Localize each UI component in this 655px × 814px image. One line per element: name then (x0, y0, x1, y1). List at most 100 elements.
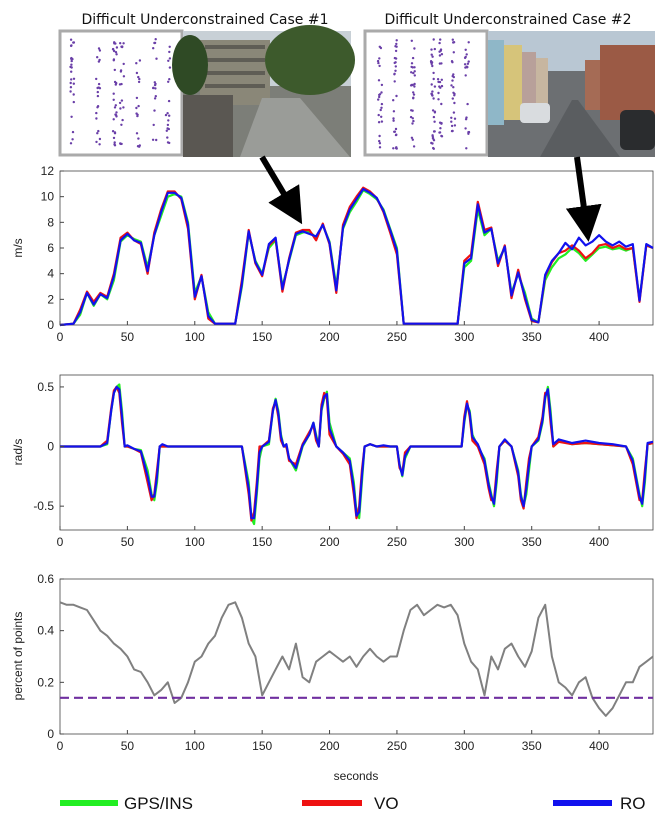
y-tick-label: 6 (47, 241, 54, 255)
scatter-point (394, 127, 398, 131)
scatter-point (377, 98, 380, 101)
scatter-point (155, 138, 158, 142)
scatter-point (376, 59, 380, 63)
scatter-point (411, 56, 415, 60)
scatter-point (395, 146, 398, 149)
scatter-point (72, 93, 75, 96)
scatter-point (168, 78, 171, 81)
scatter-point (122, 62, 125, 66)
scatter-point (115, 53, 118, 56)
scatter-point (70, 66, 73, 69)
scatter-point (152, 86, 155, 90)
scatter-point (464, 48, 467, 51)
scatter-point (378, 57, 381, 60)
scatter-point (138, 77, 141, 81)
scatter-point (69, 44, 73, 48)
scatter-point (378, 45, 381, 48)
scatter-point (95, 140, 98, 144)
scatter-point (439, 127, 442, 130)
legend-label-gps: GPS/INS (124, 794, 193, 813)
scatter-point (135, 96, 139, 100)
scatter-point (69, 86, 73, 89)
scatter-point (439, 48, 443, 51)
scatter-point (451, 97, 454, 100)
scatter-point (69, 142, 73, 145)
scatter-point (168, 141, 171, 145)
scatter-point (152, 47, 155, 50)
scatter-point (98, 49, 102, 52)
x-tick-label: 350 (522, 330, 542, 344)
scatter-point (465, 53, 468, 56)
scatter-point (430, 83, 433, 86)
scatter-point (114, 51, 118, 54)
scatter-point (118, 101, 122, 105)
scatter-point (453, 94, 456, 97)
scatter-point (95, 117, 98, 120)
scatter-point (395, 39, 398, 42)
scatter-point (450, 120, 453, 123)
case-1-scatter-panel (58, 29, 184, 157)
scatter-point (97, 129, 100, 133)
scatter-point (71, 138, 74, 141)
scatter-point (464, 127, 467, 130)
scatter-point (378, 142, 382, 145)
scatter-point (70, 59, 73, 63)
scatter-point (378, 95, 381, 99)
scatter-point (135, 132, 139, 135)
scatter-point (432, 130, 436, 133)
x-tick-label: 300 (454, 535, 474, 549)
scatter-point (392, 117, 395, 120)
scatter-point (135, 71, 139, 75)
scatter-point (440, 102, 443, 106)
scatter-point (450, 124, 454, 128)
scatter-point (153, 97, 157, 100)
case-2-scatter-panel (363, 29, 489, 157)
scatter-point (153, 109, 156, 112)
scatter-point (119, 42, 122, 45)
x-tick-label: 200 (320, 330, 340, 344)
scatter-point (465, 147, 468, 150)
scatter-point (440, 62, 443, 65)
scatter-point (380, 120, 384, 123)
scatter-point (394, 57, 398, 60)
scatter-point (411, 138, 414, 141)
scatter-point (167, 80, 170, 84)
scatter-point (463, 56, 467, 60)
scatter-point (431, 90, 434, 93)
scatter-point (97, 82, 101, 86)
scatter-point (394, 133, 398, 137)
x-tick-label: 300 (454, 330, 474, 344)
y-tick-label: 4 (47, 267, 54, 281)
scatter-point (467, 60, 470, 63)
scatter-point (410, 71, 413, 74)
scatter-point (410, 109, 413, 112)
scatter-point (137, 137, 140, 140)
x-tick-label: 350 (522, 739, 542, 753)
scatter-point (115, 111, 118, 114)
scatter-point (431, 64, 434, 68)
scatter-point (450, 116, 453, 120)
scatter-point (377, 113, 380, 117)
scatter-point (440, 78, 443, 82)
case-1-camera-image (172, 25, 355, 157)
scatter-point (113, 144, 117, 147)
scatter-point (138, 59, 142, 62)
scatter-point (431, 137, 435, 140)
scatter-point (155, 57, 158, 60)
scatter-point (412, 93, 416, 96)
case-2-point-scatter (376, 38, 471, 150)
percent-x-label: seconds (334, 769, 379, 783)
scatter-point (136, 114, 139, 118)
case-1-thumbnails (58, 25, 355, 157)
scatter-point (380, 102, 384, 106)
scatter-point (464, 118, 468, 121)
scatter-point (112, 98, 115, 102)
scatter-point (112, 118, 115, 121)
scatter-point (380, 106, 383, 110)
scatter-point (69, 81, 72, 85)
scatter-point (452, 41, 455, 44)
scatter-point (450, 84, 453, 87)
scatter-point (395, 42, 398, 46)
scatter-point (151, 138, 155, 141)
scatter-point (378, 64, 381, 68)
